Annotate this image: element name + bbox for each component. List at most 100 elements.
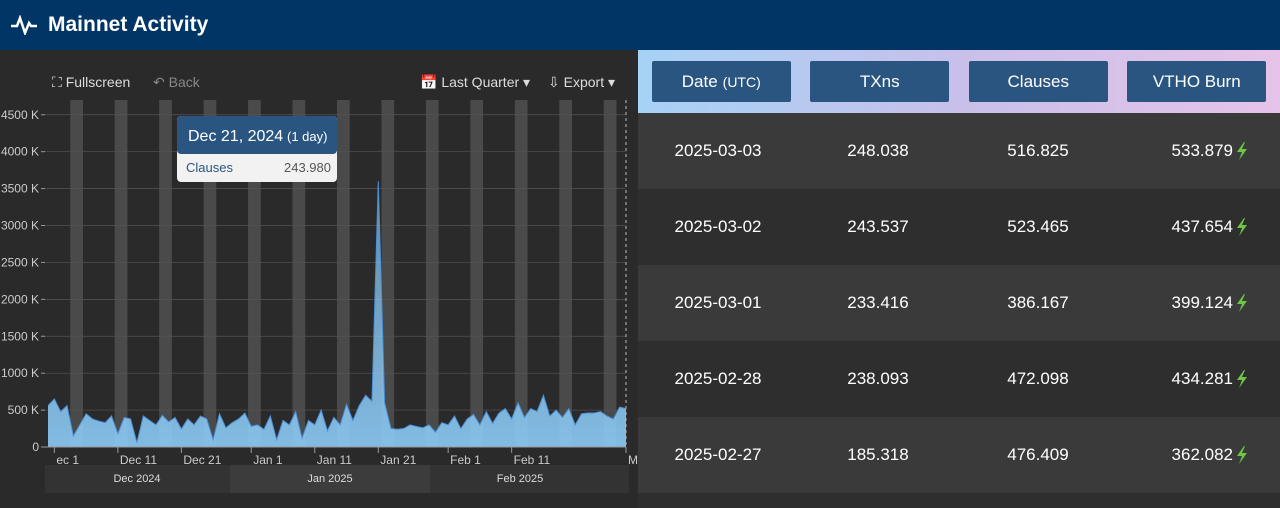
table-cell: 233.416: [798, 293, 958, 313]
weekend-band: [603, 100, 617, 447]
range-button[interactable]: 📅 Last Quarter ▾: [420, 74, 531, 90]
cell-text: 533.879: [1171, 141, 1233, 160]
table-cell: 437.654: [1118, 217, 1256, 237]
cell-text: 476.409: [1007, 445, 1069, 464]
column-header-label: Date: [681, 71, 718, 91]
cell-text: 362.082: [1171, 445, 1233, 464]
column-header-label: VTHO Burn: [1152, 71, 1241, 91]
table-body: 2025-03-03 248.038 516.825 533.879 2025-03-0…: [638, 113, 1280, 493]
x-tick-label: Feb 11: [514, 453, 551, 467]
x-tick-label: Ma: [628, 453, 638, 467]
table-cell: 399.124: [1118, 293, 1256, 313]
table-cell: 362.082: [1118, 445, 1256, 465]
activity-icon: [11, 15, 37, 35]
area: [48, 181, 626, 447]
table-cell: 2025-02-27: [638, 445, 798, 465]
y-tick-label: 2500 K: [1, 255, 39, 269]
bolt-icon: [1237, 142, 1247, 160]
back-label: Back: [168, 74, 200, 90]
column-header[interactable]: TXns: [810, 61, 950, 102]
cell-text: 472.098: [1007, 369, 1069, 388]
weekend-band: [248, 100, 261, 447]
cell-text: 243.537: [847, 217, 909, 236]
fullscreen-label: Fullscreen: [65, 74, 131, 90]
tooltip-head: [177, 116, 337, 154]
export-label: Export: [563, 74, 605, 90]
weekend-band: [114, 100, 128, 447]
y-tick-label: 1500 K: [1, 329, 39, 343]
y-tick-label: 3000 K: [1, 219, 39, 233]
weekend-band: [159, 100, 172, 447]
x-tick-label: Dec 11: [120, 453, 157, 467]
tooltip: Dec 21, 2024 (1 day) Clauses 243.980: [177, 116, 337, 182]
cell-text: 516.825: [1007, 141, 1069, 160]
weekend-band: [381, 100, 395, 447]
chart: 0 500 K 1000 K 1500 K 2000 K 2500 K 3000 K 3500…: [1, 100, 638, 493]
column-header-label: Clauses: [1007, 71, 1069, 91]
header: Mainnet Activity: [0, 0, 1280, 50]
cell-text: 2025-02-27: [674, 445, 762, 464]
cell-text: 523.465: [1007, 217, 1069, 236]
column-header[interactable]: Date (UTC): [651, 61, 791, 102]
line: [47, 181, 627, 443]
y-tick-label: 500 K: [8, 403, 39, 417]
chart-panel: ⛶ Fullscreen ↶ Back 📅 Last Quarter ▾ ⇩ E…: [0, 50, 638, 508]
column-header-label: TXns: [859, 71, 900, 91]
weekend-band: [470, 100, 484, 447]
x-tick-label: Feb 1: [450, 453, 481, 467]
back-button[interactable]: ↶ Back: [153, 74, 200, 90]
tooltip-period: (1 day): [287, 129, 327, 144]
cell-text: 386.167: [1007, 293, 1069, 312]
cell-text: 399.124: [1171, 293, 1233, 312]
x-tick-label: Jan 21: [380, 453, 416, 467]
table-row: 2025-03-03 248.038 516.825 533.879: [638, 113, 1280, 189]
weekend-band: [292, 100, 306, 447]
bolt-icon: [1237, 294, 1247, 312]
cell-text: 2025-03-03: [674, 141, 762, 160]
cell-text: 437.654: [1171, 217, 1233, 236]
table-cell: 386.167: [958, 293, 1118, 313]
table-cell: 2025-02-28: [638, 369, 798, 389]
table-row: 2025-03-02 243.537 523.465 437.654: [638, 189, 1280, 265]
table-cell: 185.318: [798, 445, 958, 465]
x-tick-label: Dec 21: [183, 453, 221, 467]
table: Date (UTC) TXns Clauses VTHO Burn 2025-03-03…: [638, 50, 1280, 508]
y-tick-label: 0: [32, 440, 39, 454]
weekend-band: [70, 100, 83, 447]
weekend-band: [337, 100, 350, 447]
bolt-icon: [1237, 370, 1247, 388]
cell-text: 238.093: [847, 369, 909, 388]
table-row: 2025-02-28 238.093 472.098 434.281: [638, 341, 1280, 417]
tooltip-value: 243.980: [284, 160, 331, 175]
cell-text: 2025-03-01: [674, 293, 762, 312]
table-cell: 523.465: [958, 217, 1118, 237]
weekend-band: [559, 100, 573, 447]
bolt-icon: [1237, 446, 1247, 464]
date-unit: (UTC): [722, 73, 761, 90]
y-tick-label: 2000 K: [1, 292, 39, 306]
fullscreen-button[interactable]: ⛶ Fullscreen: [52, 74, 131, 90]
table-cell: 2025-03-01: [638, 293, 798, 313]
export-button[interactable]: ⇩ Export ▾: [548, 74, 616, 90]
table-cell: 533.879: [1118, 141, 1256, 161]
navigator-label: Jan 2025: [307, 473, 352, 485]
navigator-label: Dec 2024: [113, 473, 160, 485]
x-tick-label: Jan 1: [253, 453, 283, 467]
table-row: 2025-02-27 185.318 476.409 362.082: [638, 417, 1280, 493]
x-tick-label: ec 1: [56, 453, 79, 467]
column-header[interactable]: Clauses: [968, 61, 1108, 102]
cell-text: 233.416: [847, 293, 909, 312]
tooltip-series: Clauses: [186, 160, 233, 175]
table-cell: 476.409: [958, 445, 1118, 465]
cell-text: 2025-02-28: [674, 369, 762, 388]
table-cell: 2025-03-03: [638, 141, 798, 161]
cell-text: 2025-03-02: [674, 217, 762, 236]
column-header[interactable]: VTHO Burn: [1127, 61, 1267, 102]
weekend-band: [514, 100, 528, 447]
table-cell: 434.281: [1118, 369, 1256, 389]
y-tick-label: 4500 K: [1, 108, 39, 122]
y-tick-label: 3500 K: [1, 182, 39, 196]
x-tick-label: Jan 11: [317, 453, 352, 467]
table-cell: 2025-03-02: [638, 217, 798, 237]
table-cell: 516.825: [958, 141, 1118, 161]
